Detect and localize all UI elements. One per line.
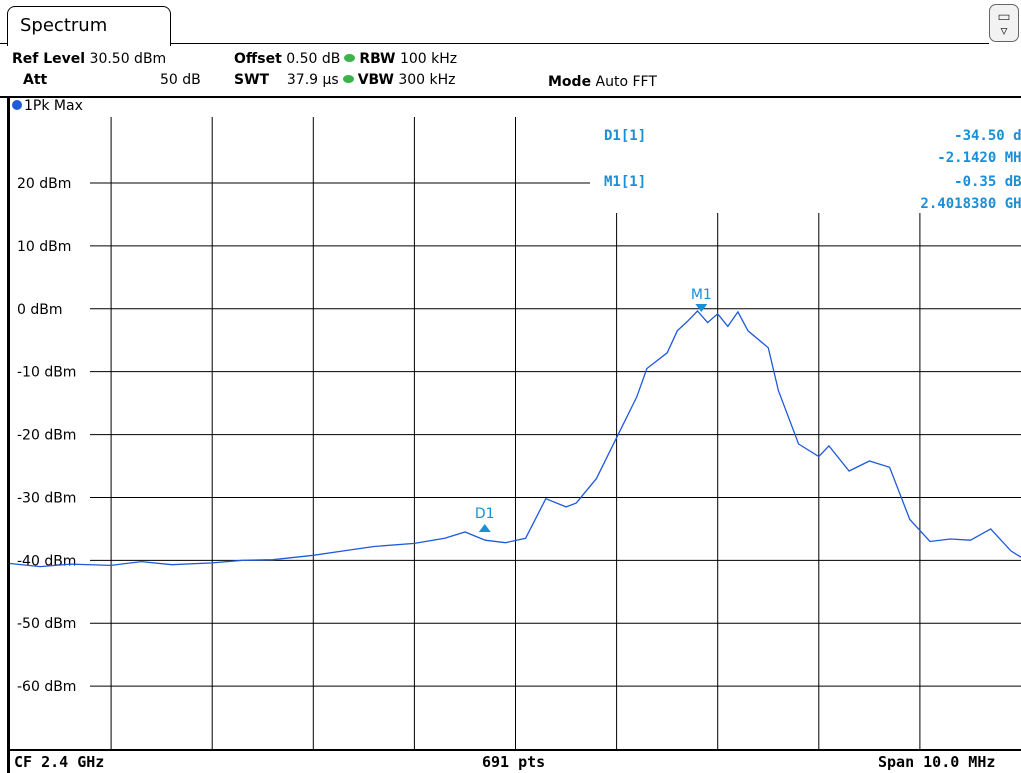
mode-value: Auto FFT [595, 74, 657, 90]
center-frequency: CF 2.4 GHz [14, 753, 105, 771]
att-value-wrap: 50 dB [160, 70, 201, 90]
y-tick-label: -40 dBm [17, 553, 76, 569]
trace-indicator-icon [12, 100, 22, 110]
settings-row-1: Ref Level 30.50 dBm [12, 49, 166, 69]
window-layout-icon[interactable]: ▭ ▿ [989, 4, 1019, 42]
tab-spectrum-label: Spectrum [20, 15, 108, 36]
trace-markers: M1 D1 [475, 287, 712, 532]
m1-value-level: -0.35 dBm [954, 174, 1021, 190]
y-tick-label: -30 dBm [17, 490, 76, 506]
status-footer: CF 2.4 GHz 691 pts Span 10.0 MHz [10, 749, 1021, 773]
y-tick-label: 20 dBm [17, 176, 71, 192]
left-frame-border [7, 96, 10, 773]
d1-value-freq: -2.1420 MHz [937, 150, 1021, 166]
y-tick-label: -20 dBm [17, 428, 76, 444]
offset-value: 0.50 dB [286, 51, 341, 67]
att-label: Att [23, 72, 48, 88]
span-value: Span 10.0 MHz [878, 753, 996, 771]
mode-group: Mode Auto FFT [548, 72, 657, 92]
marker-readout: D1[1] -34.50 dB -2.1420 MHz M1[1] -0.35 dBm 2… [604, 128, 1021, 212]
att-group: Att [23, 70, 47, 90]
plot-grid [90, 117, 1021, 749]
d1-label: D1[1] [604, 128, 646, 144]
trace-line [9, 310, 1021, 568]
att-value: 50 dB [160, 72, 201, 88]
tab-underline-left [0, 43, 8, 44]
marker-m1-label: M1 [691, 287, 712, 303]
y-tick-label: 10 dBm [17, 239, 71, 255]
offset-group: Offset 0.50 dB RBW 100 kHz [234, 49, 457, 69]
rbw-value: 100 kHz [399, 51, 458, 67]
offset-status-icon [344, 54, 356, 62]
tab-spectrum[interactable]: Spectrum [7, 6, 171, 46]
ref-level-label: Ref Level [12, 51, 86, 67]
y-tick-label: 0 dBm [17, 302, 63, 318]
y-tick-label: -10 dBm [17, 365, 76, 381]
point-count: 691 pts [482, 753, 546, 771]
swt-label: SWT [234, 72, 270, 88]
mode-label: Mode [548, 74, 592, 90]
vbw-label: VBW [357, 72, 394, 88]
tab-underline [171, 43, 989, 44]
rbw-label: RBW [359, 51, 396, 67]
swt-group: SWT 37.9 µs VBW 300 kHz [234, 70, 456, 90]
y-tick-labels: 20 dBm 10 dBm 0 dBm -10 dBm -20 dBm -30 dBm -4… [17, 176, 76, 695]
vbw-value: 300 kHz [398, 72, 456, 88]
d1-value-level: -34.50 dB [954, 128, 1021, 144]
y-tick-label: -60 dBm [17, 679, 76, 695]
offset-label: Offset [234, 51, 282, 67]
marker-d1-label: D1 [475, 506, 495, 522]
trace-header: 1Pk Max [0, 96, 1021, 117]
marker-d1 [478, 523, 491, 532]
settings-panel: Ref Level 30.50 dBm Offset 0.50 dB RBW 10… [0, 46, 1021, 96]
marker-m1 [695, 304, 708, 313]
trace-label: 1Pk Max [24, 98, 83, 114]
y-tick-label: -50 dBm [17, 616, 76, 632]
m1-label: M1[1] [604, 174, 646, 190]
tab-bar: Spectrum ▭ ▿ [0, 0, 1021, 46]
swt-value: 37.9 µs [286, 72, 339, 88]
swt-status-icon [342, 75, 354, 83]
ref-level-value: 30.50 dBm [89, 51, 167, 67]
m1-value-freq: 2.4018380 GHz [920, 196, 1021, 212]
